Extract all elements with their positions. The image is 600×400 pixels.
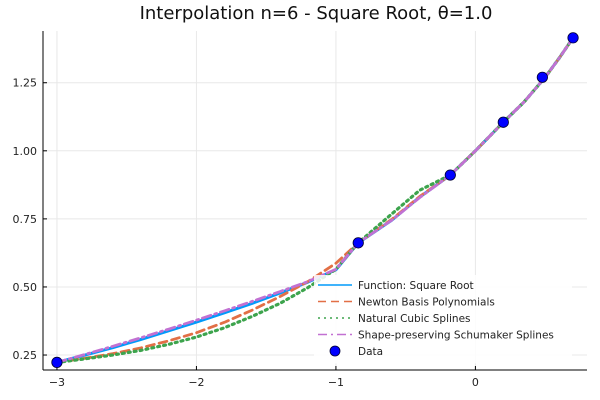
x-tick-label: −3 [49, 376, 65, 389]
y-tick-label: 0.50 [13, 281, 38, 294]
y-tick-label: 0.25 [13, 349, 38, 362]
legend: Function: Square Root Newton Basis Polyno… [314, 275, 572, 364]
data-point [536, 71, 548, 83]
y-tick-label: 1.25 [13, 77, 38, 90]
legend-background [314, 275, 572, 364]
x-tick-label: 0 [472, 376, 479, 389]
y-tick-label: 0.75 [13, 213, 38, 226]
legend-label: Natural Cubic Splines [358, 313, 471, 325]
data-point [567, 32, 579, 44]
x-tick-label: −2 [188, 376, 204, 389]
data-point [352, 237, 364, 249]
axes-layer: −3 −2 −1 0 0.25 0.50 0.75 1.00 1.25 [13, 31, 587, 389]
data-point [497, 116, 509, 128]
chart-title: Interpolation n=6 - Square Root, θ=1.0 [140, 3, 493, 24]
legend-marker [329, 345, 341, 357]
legend-label: Data [358, 346, 383, 358]
series-layer [55, 36, 575, 364]
series-line-4 [55, 36, 575, 364]
legend-label: Function: Square Root [358, 280, 474, 292]
data-point [51, 356, 63, 368]
legend-label: Shape-preserving Schumaker Splines [358, 330, 554, 342]
data-points-layer [51, 32, 579, 368]
legend-label: Newton Basis Polynomials [358, 297, 495, 309]
x-tick-label: −1 [328, 376, 344, 389]
y-tick-label: 1.00 [13, 145, 38, 158]
data-point [444, 169, 456, 181]
